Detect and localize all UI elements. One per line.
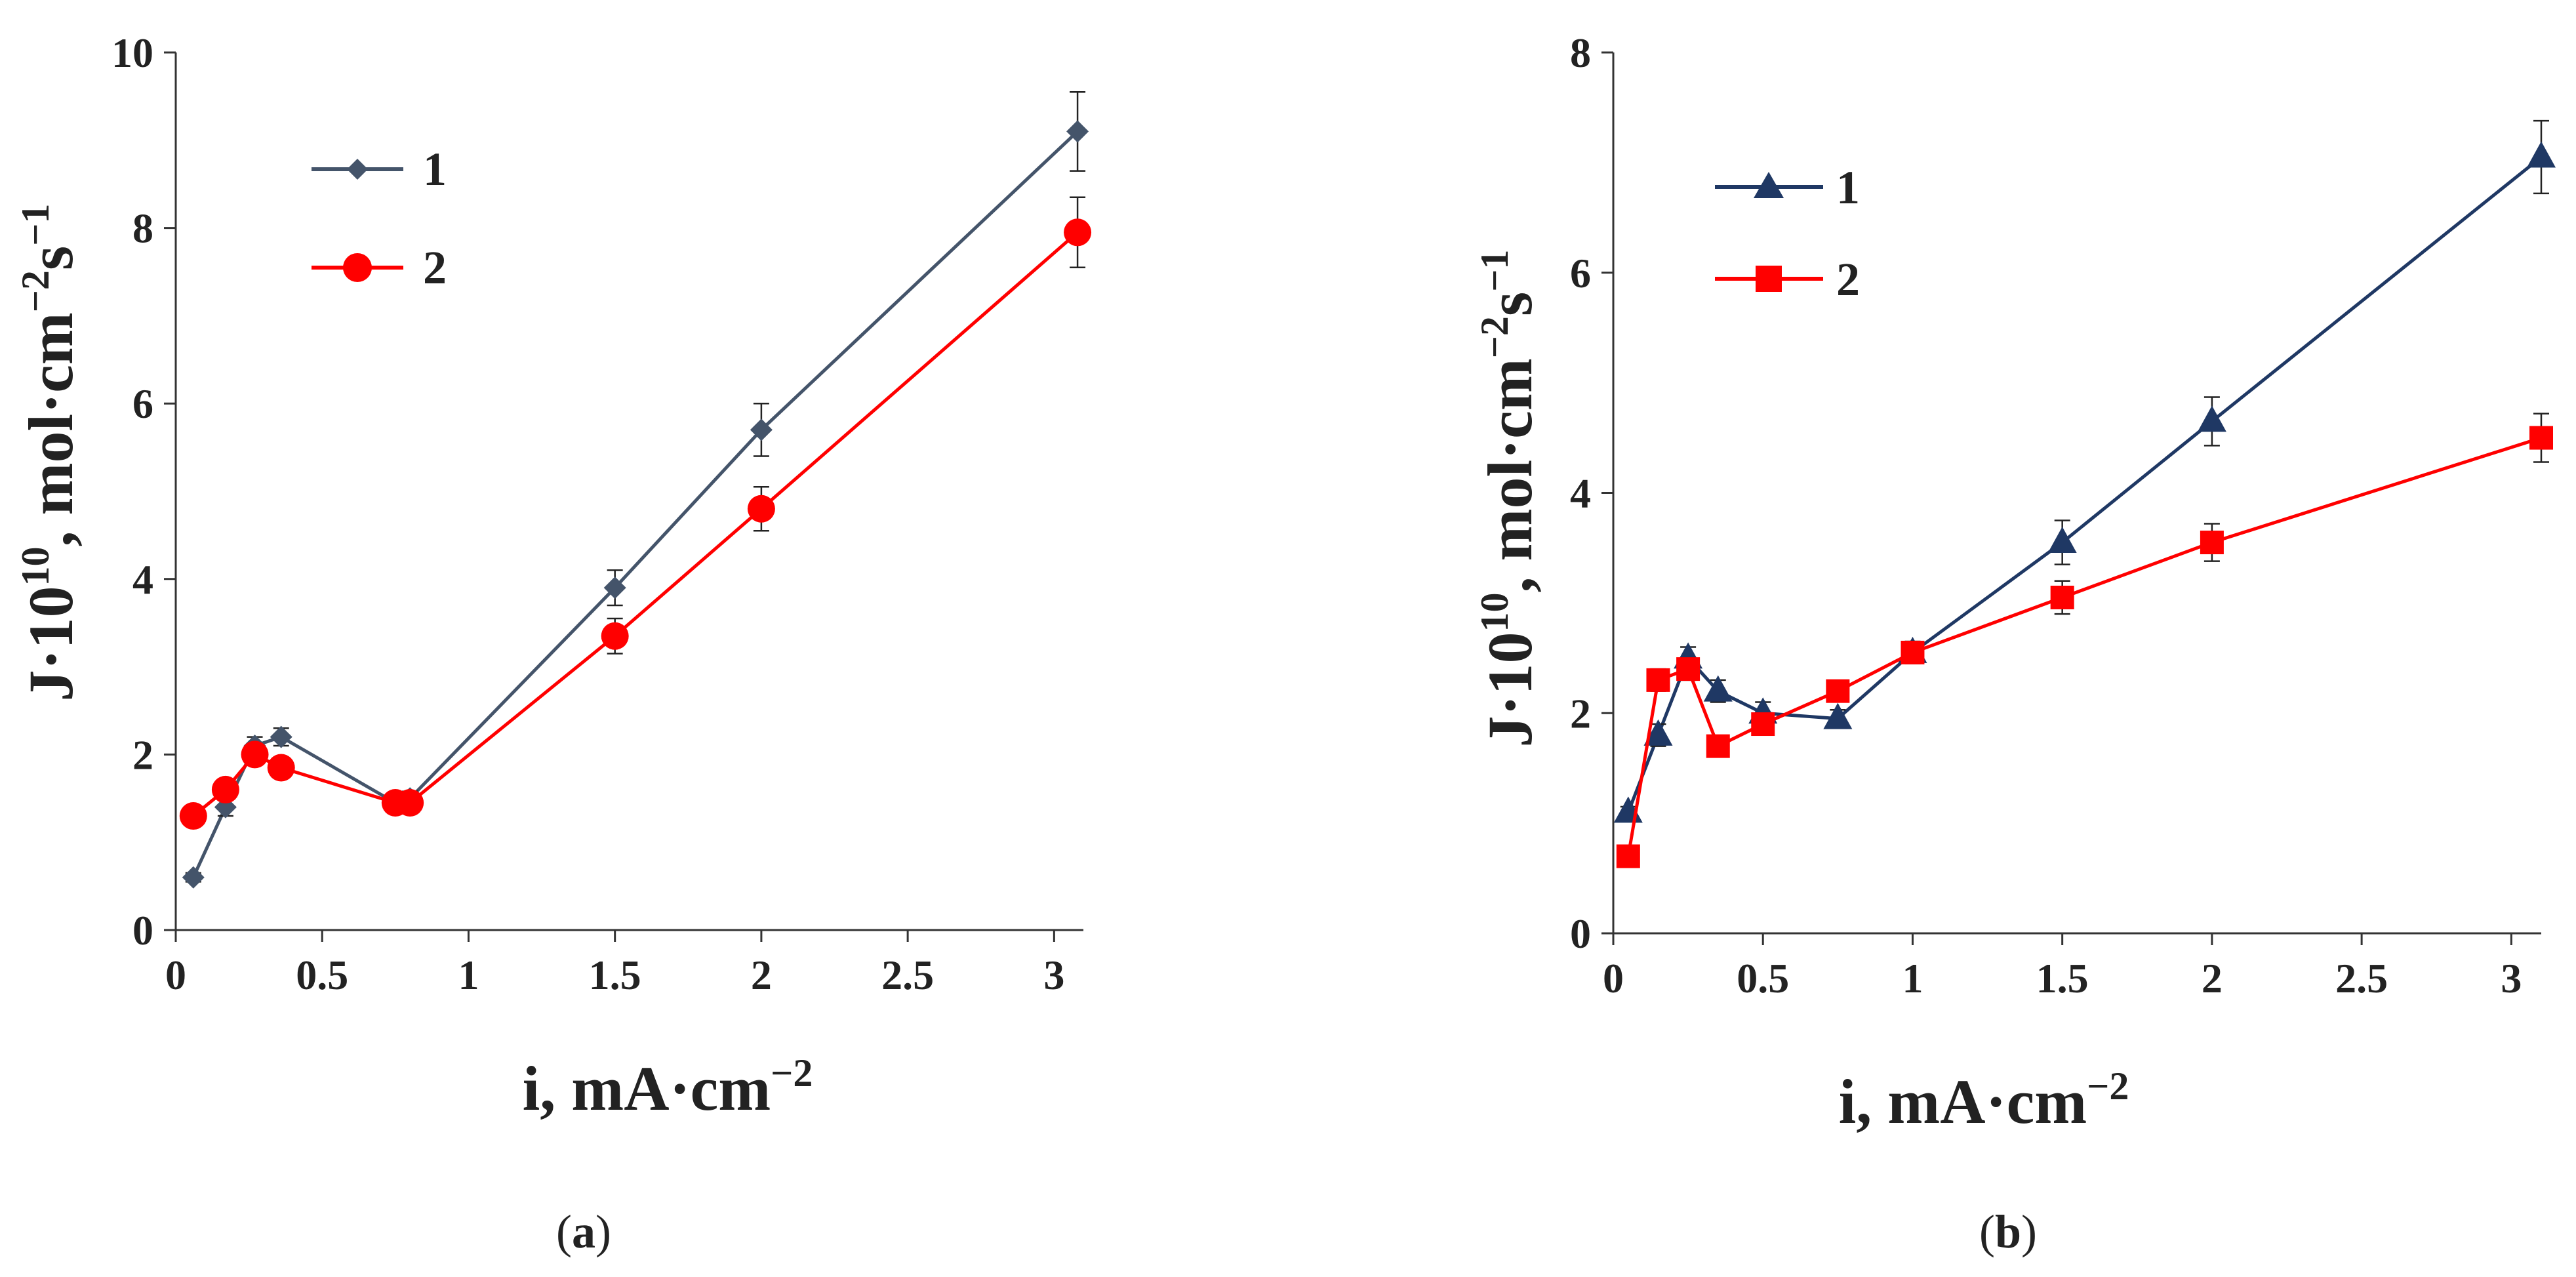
y-axis-label-a: J·1010, mol·cm−2s−1 [14,203,86,701]
legend-marker-b-1 [1754,172,1784,198]
data-point-a-1 [270,725,292,748]
y-tick-label-a: 0 [132,907,153,954]
x-axis-label-b: i, mA·cm−2 [1839,1064,2129,1137]
data-point-b-2 [1616,844,1640,868]
y-tick-label-a: 2 [132,731,153,778]
legend-marker-a-1 [347,159,368,180]
data-point-b-1 [2197,405,2226,432]
y-axis-label-b: J·1010, mol·cm−2s−1 [1473,249,1545,747]
panel-label-a: (a) [556,1206,611,1258]
chart-panel-b: 0 2 4 6 8 0 0.5 1 1.5 2 2.5 3 J·1010, mol·cm−2s−1 i… [1473,30,2556,1258]
y-tick-label-b: 8 [1570,30,1591,76]
x-tick-label-a: 1 [458,952,479,998]
data-point-a-1 [603,577,626,599]
y-tick-label-b: 6 [1570,250,1591,296]
x-tick-label-b: 3 [2501,955,2522,1002]
data-point-b-2 [2050,585,2074,609]
panel-label-b: (b) [1979,1206,2037,1258]
data-point-b-2 [1901,640,1925,664]
legend-b: 1 2 [1715,161,1860,306]
chart-panel-a: 0 2 4 6 8 10 0 0.5 1 1.5 2 2.5 3 J·1010, mol·cm−2s−1… [14,30,1092,1258]
axes-a: 0 2 4 6 8 10 0 0.5 1 1.5 2 2.5 3 [111,30,1083,998]
series-line-b-2 [1626,436,2542,857]
data-point-b-2 [1676,657,1701,681]
y-tick-label-a: 10 [111,30,153,76]
y-tick-label-b: 2 [1570,690,1591,737]
data-point-b-1 [1703,675,1733,702]
series-line-b-1 [1626,155,2543,813]
legend-label-a-2: 2 [423,241,447,294]
data-point-b-2 [1706,734,1730,758]
x-axis-label-a: i, mA·cm−2 [523,1051,813,1124]
x-tick-label-a: 2.5 [881,952,934,998]
series-line-a-2 [192,231,1079,817]
data-point-a-2 [1064,218,1092,247]
data-point-b-2 [1646,668,1670,692]
x-tick-label-b: 0 [1603,955,1624,1002]
axes-b: 0 2 4 6 8 0 0.5 1 1.5 2 2.5 3 [1570,30,2541,1002]
data-point-a-2 [241,740,269,769]
series-line-a-1 [191,130,1079,878]
y-tick-label-b: 0 [1570,910,1591,957]
data-point-a-2 [747,495,775,523]
data-point-a-2 [267,754,295,782]
data-point-a-2 [601,622,629,650]
data-point-a-1 [182,866,205,889]
legend-a: 1 2 [312,143,447,294]
data-point-a-2 [396,788,424,817]
data-point-b-2 [1826,679,1850,703]
data-point-b-1 [2527,141,2556,168]
legend-label-a-1: 1 [423,143,447,195]
data-point-a-1 [750,418,773,441]
x-tick-label-a: 2 [751,952,772,998]
legend-label-b-2: 2 [1836,253,1860,306]
data-point-b-1 [1823,702,1853,729]
legend-label-b-1: 1 [1836,161,1860,214]
y-tick-label-b: 4 [1570,470,1591,517]
legend-marker-a-2 [343,253,372,282]
x-tick-label-a: 0.5 [296,952,348,998]
data-point-a-2 [179,802,207,830]
x-tick-label-b: 2.5 [2335,955,2388,1002]
x-tick-label-b: 1 [1902,955,1923,1002]
data-point-b-2 [2200,531,2224,555]
data-point-b-1 [1643,719,1673,746]
data-point-b-2 [1751,712,1775,737]
data-point-b-1 [2047,527,2077,554]
data-point-b-2 [2529,426,2553,450]
x-tick-label-a: 3 [1043,952,1064,998]
legend-marker-b-2 [1756,266,1782,292]
y-tick-label-a: 8 [132,205,153,252]
x-tick-label-b: 0.5 [1737,955,1789,1002]
x-tick-label-a: 1.5 [589,952,641,998]
data-point-a-2 [211,775,239,803]
series-group-b [1613,119,2556,868]
y-tick-label-a: 4 [132,556,153,603]
data-point-a-1 [1066,120,1089,143]
series-group-a [179,91,1092,889]
y-tick-label-a: 6 [132,380,153,427]
x-tick-label-b: 2 [2202,955,2223,1002]
x-tick-label-a: 0 [165,952,186,998]
x-tick-label-b: 1.5 [2036,955,2089,1002]
